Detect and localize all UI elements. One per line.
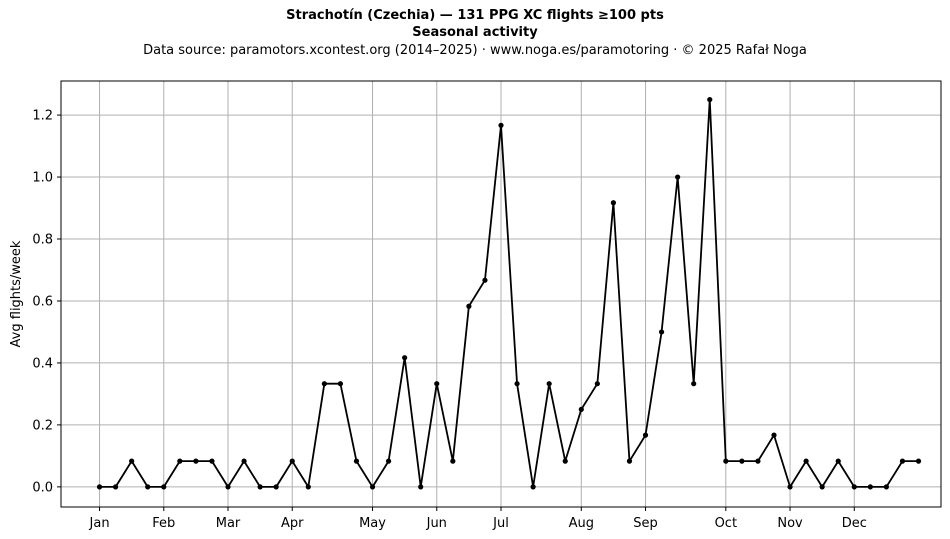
y-tick-label: 1.2 bbox=[32, 109, 53, 124]
data-point bbox=[771, 432, 777, 438]
data-point bbox=[658, 329, 665, 335]
data-point bbox=[161, 484, 167, 490]
data-point bbox=[112, 484, 119, 490]
data-point bbox=[851, 484, 857, 490]
data-point bbox=[353, 458, 360, 464]
x-tick-label: Jan bbox=[89, 516, 110, 531]
data-point bbox=[899, 458, 906, 464]
x-tick-label: Nov bbox=[777, 516, 803, 531]
data-point bbox=[594, 381, 600, 387]
data-point bbox=[385, 458, 392, 464]
x-tick-label: May bbox=[359, 516, 386, 531]
x-tick-label: Sep bbox=[633, 516, 658, 531]
data-point bbox=[96, 484, 103, 490]
y-tick-label: 0.2 bbox=[32, 418, 53, 433]
data-point bbox=[675, 174, 681, 180]
data-point bbox=[466, 303, 472, 309]
data-point bbox=[305, 484, 311, 490]
data-point bbox=[193, 458, 199, 464]
data-point bbox=[626, 458, 633, 464]
y-axis-label: Avg flights/week bbox=[9, 240, 24, 347]
data-source-note: Data source: paramotors.xcontest.org (20… bbox=[143, 43, 807, 58]
data-point bbox=[434, 381, 440, 387]
data-point bbox=[739, 458, 745, 464]
data-point bbox=[562, 458, 568, 464]
y-tick-label: 0.4 bbox=[32, 356, 53, 371]
x-tick-label: Oct bbox=[715, 516, 737, 531]
x-tick-label: Apr bbox=[281, 516, 304, 531]
data-point bbox=[915, 458, 922, 464]
data-point bbox=[402, 355, 408, 361]
data-point bbox=[209, 458, 215, 464]
data-point bbox=[530, 484, 536, 490]
data-point bbox=[418, 484, 424, 490]
data-point bbox=[610, 200, 617, 206]
data-point bbox=[819, 484, 825, 490]
chart-subtitle: Seasonal activity bbox=[412, 25, 538, 40]
data-point bbox=[787, 484, 793, 490]
x-tick-label: Dec bbox=[842, 516, 867, 531]
y-tick-label: 0.8 bbox=[32, 233, 53, 248]
data-point bbox=[321, 381, 327, 387]
data-point bbox=[578, 406, 584, 413]
x-tick-label: Mar bbox=[216, 516, 241, 531]
data-point bbox=[514, 381, 520, 387]
data-point bbox=[867, 484, 873, 490]
data-point bbox=[369, 484, 376, 490]
data-point bbox=[642, 432, 649, 438]
data-point bbox=[755, 458, 761, 464]
data-point bbox=[241, 458, 247, 464]
x-tick-label: Jun bbox=[426, 516, 447, 531]
data-point bbox=[337, 381, 344, 387]
data-point bbox=[883, 484, 890, 490]
data-point bbox=[273, 484, 279, 490]
data-point bbox=[691, 381, 697, 387]
chart-title: Strachotín (Czechia) — 131 PPG XC flight… bbox=[286, 8, 664, 23]
series-line bbox=[99, 98, 919, 488]
data-point bbox=[707, 96, 713, 103]
y-tick-label: 0.6 bbox=[32, 294, 53, 309]
data-point bbox=[803, 458, 809, 464]
x-tick-label: Feb bbox=[152, 516, 175, 531]
data-point bbox=[450, 458, 456, 464]
data-point bbox=[546, 381, 552, 387]
x-tick-label: Aug bbox=[569, 516, 594, 531]
data-point bbox=[723, 458, 729, 464]
data-point bbox=[835, 458, 841, 464]
data-point bbox=[289, 458, 295, 464]
data-point bbox=[225, 484, 231, 490]
data-point bbox=[145, 484, 151, 490]
y-tick-label: 1.0 bbox=[32, 171, 53, 186]
data-point bbox=[498, 122, 504, 128]
x-tick-label: Jul bbox=[492, 516, 509, 531]
y-tick-label: 0.0 bbox=[32, 480, 53, 495]
data-point bbox=[257, 484, 263, 490]
data-point bbox=[177, 458, 183, 464]
data-point bbox=[129, 458, 135, 464]
data-point bbox=[482, 277, 488, 283]
